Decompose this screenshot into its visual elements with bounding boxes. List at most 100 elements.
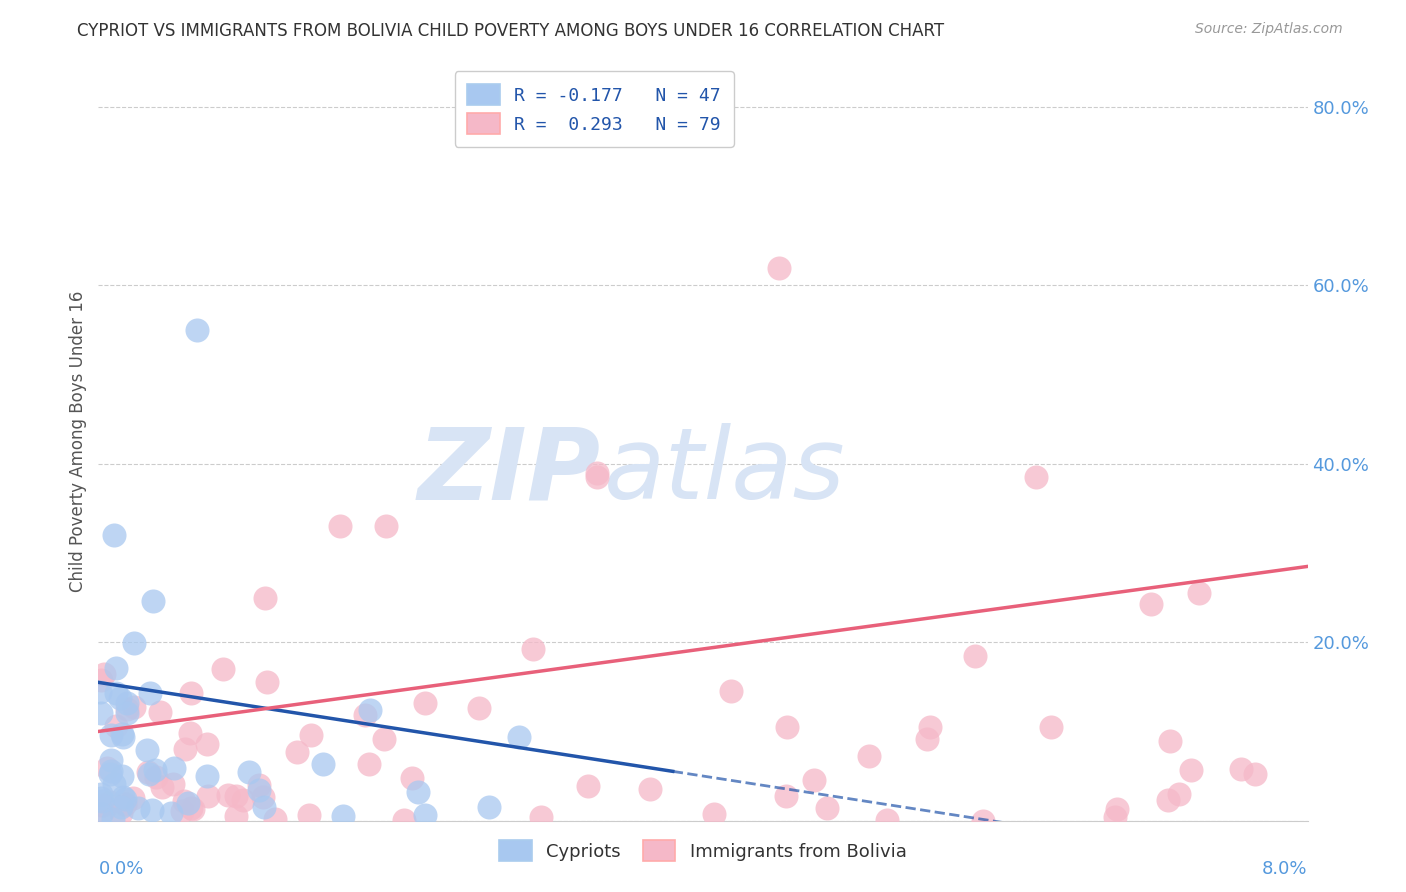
Point [98,767,121,781]
Point [508,731,530,745]
Point [183,802,205,816]
Point [354,708,377,723]
Text: atlas: atlas [603,424,845,520]
Point [180,686,202,700]
Point [90,806,112,821]
Point [357,756,380,771]
Point [143,763,166,777]
Point [91,804,114,818]
Point [138,766,160,780]
Point [720,684,742,698]
Point [105,661,128,675]
Point [112,790,135,805]
Point [170,804,193,818]
Point [253,591,276,606]
Point [180,801,202,815]
Point [105,686,128,700]
Legend: Cypriots, Immigrants from Bolivia: Cypriots, Immigrants from Bolivia [492,833,914,869]
Point [90,673,112,688]
Point [160,805,183,820]
Text: 8.0%: 8.0% [1263,860,1308,878]
Text: Source: ZipAtlas.com: Source: ZipAtlas.com [1195,22,1343,37]
Point [1159,734,1181,748]
Point [586,466,609,480]
Point [127,800,149,814]
Point [101,812,124,826]
Point [173,793,195,807]
Point [212,661,235,675]
Point [401,771,423,785]
Point [117,696,139,710]
Point [876,813,898,827]
Point [217,788,239,802]
Point [329,519,352,533]
Point [122,635,145,649]
Point [174,742,197,756]
Point [858,748,880,763]
Point [103,777,125,791]
Point [1157,792,1180,806]
Text: CYPRIOT VS IMMIGRANTS FROM BOLIVIA CHILD POVERTY AMONG BOYS UNDER 16 CORRELATION: CYPRIOT VS IMMIGRANTS FROM BOLIVIA CHILD… [77,22,945,40]
Point [96,761,118,775]
Point [915,731,938,746]
Point [179,726,201,740]
Point [530,810,553,824]
Point [1104,810,1126,824]
Point [162,776,184,790]
Y-axis label: Child Poverty Among Boys Under 16: Child Poverty Among Boys Under 16 [69,291,87,592]
Point [91,798,114,813]
Point [98,796,121,810]
Point [136,764,159,779]
Point [177,796,200,810]
Point [253,800,276,814]
Point [122,699,145,714]
Point [149,706,172,720]
Point [197,789,219,803]
Point [114,797,136,811]
Point [775,789,797,803]
Point [163,761,186,775]
Point [1139,597,1161,611]
Point [311,756,333,771]
Point [90,787,112,801]
Point [100,728,122,742]
Point [703,807,725,822]
Point [121,791,143,805]
Point [776,720,799,734]
Point [91,794,114,808]
Point [104,719,127,733]
Point [478,799,501,814]
Point [406,785,429,799]
Point [247,783,270,797]
Point [815,801,838,815]
Point [93,667,115,681]
Point [252,790,274,805]
Point [142,594,165,608]
Point [299,728,322,742]
Point [1168,787,1191,801]
Point [1180,763,1202,777]
Text: 0.0%: 0.0% [98,860,143,878]
Point [768,260,790,275]
Point [110,805,132,820]
Point [89,706,111,720]
Point [232,793,254,807]
Point [115,706,138,720]
Point [803,772,825,787]
Point [186,323,208,337]
Point [256,675,278,690]
Point [111,730,134,744]
Point [103,528,125,542]
Point [197,769,219,783]
Point [298,808,321,822]
Point [225,789,247,803]
Point [392,813,415,827]
Point [1039,720,1062,734]
Point [145,771,167,785]
Point [1025,470,1047,484]
Point [115,702,138,716]
Point [110,800,132,814]
Point [141,804,163,818]
Point [373,731,395,746]
Point [522,642,544,657]
